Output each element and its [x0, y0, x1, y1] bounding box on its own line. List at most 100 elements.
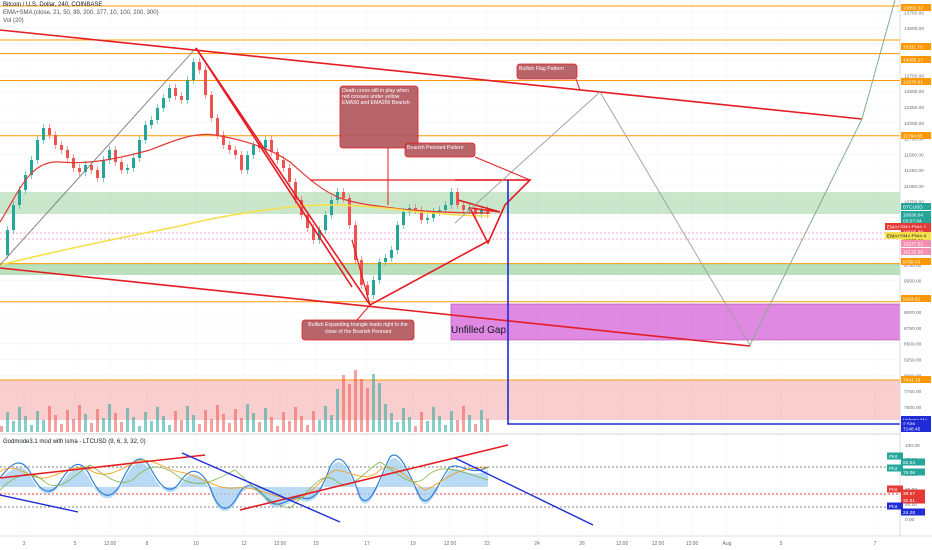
time-tick-label: 12:00: [104, 541, 117, 547]
candle-body: [450, 192, 453, 205]
volume-bar: [18, 407, 21, 432]
candle-body: [138, 140, 141, 158]
candle-body: [480, 210, 483, 214]
orange-levels: [0, 5, 900, 303]
candle-body: [228, 145, 231, 150]
volume-bar: [126, 408, 129, 432]
osc-tick-label: 100.00: [905, 443, 920, 449]
candle-body: [462, 205, 465, 210]
candle-body: [468, 208, 471, 210]
volume-bar: [36, 411, 39, 432]
price-tick-label: 8750.00: [904, 326, 922, 332]
price-label-text: BTCUSD: [903, 205, 923, 211]
volume-bar: [378, 383, 381, 432]
symbol-title: Bitcoin / U.S. Dollar, 240, COINBASE: [3, 2, 103, 8]
price-tick-label: 9750.00: [904, 263, 922, 269]
annotation-bullish-flag: Bullish Flag Pattern: [516, 63, 581, 91]
time-tick-label: 26: [579, 541, 585, 547]
volume-bar: [390, 413, 393, 432]
price-tick-label: 12000.00: [904, 121, 924, 127]
volume-bar: [468, 415, 471, 432]
volume-bar: [258, 422, 261, 432]
volume-bar: [438, 416, 441, 432]
support-zone-bottom: [0, 264, 900, 275]
price-label-text: 9768.43: [903, 260, 921, 266]
price-tick-label: 13500.00: [904, 26, 924, 32]
volume-bar: [366, 388, 369, 432]
osc-label-text: Plot: [889, 466, 898, 472]
osc-label-text: 24.28: [903, 510, 915, 516]
price-label-badge: [901, 416, 931, 423]
candle-body: [354, 225, 357, 260]
candle-body: [168, 88, 171, 98]
price-label-badge: [901, 132, 931, 139]
volume-bar: [426, 421, 429, 432]
price-tick-label: 11750.00: [904, 137, 924, 143]
price-label-text: 13311.73: [903, 45, 923, 51]
volume-bar: [6, 412, 9, 432]
expanding-triangle-text: Bullish Expanding triangle leads right t…: [308, 322, 408, 335]
blue-projection: [507, 180, 900, 425]
volume-bar: [354, 370, 357, 432]
time-tick-label: 24: [534, 541, 540, 547]
annotation-death-cross: Death cross still in play when red cross…: [339, 85, 419, 205]
candle-body: [210, 95, 213, 118]
price-tick-label: 7500.00: [904, 405, 922, 411]
candle-body: [276, 152, 279, 160]
candle-body: [6, 230, 9, 255]
volume-bar: [114, 413, 117, 432]
osc-label-text: 92.54: [903, 460, 915, 466]
price-label-text: 12670.61: [903, 80, 923, 86]
price-tick-label: 7750.00: [904, 389, 922, 395]
osc-label-text: 75.06: [903, 470, 915, 476]
volume-bar: [54, 415, 57, 432]
candle-body: [48, 128, 51, 135]
volume-bar: [312, 411, 315, 432]
price-label-text: 10277.52: [903, 242, 923, 248]
price-label-badge: [901, 78, 931, 85]
price-axis-bg: [900, 0, 932, 550]
volume-bar: [210, 419, 213, 432]
price-label-badge: [901, 295, 931, 302]
candle-body: [156, 108, 159, 120]
candle-body: [150, 120, 153, 125]
volume-bar: [246, 404, 249, 432]
volume-bar: [102, 418, 105, 432]
candle-body: [186, 80, 189, 100]
volume-bar: [264, 408, 267, 432]
volume-bar: [450, 411, 453, 432]
volume-bar: [456, 420, 459, 432]
osc-area: [0, 458, 488, 512]
candle-body: [198, 62, 201, 70]
price-label-badge: [901, 43, 931, 50]
volume-bar: [324, 406, 327, 432]
volume-bar: [192, 415, 195, 432]
price-label-text: 7148.45: [903, 427, 921, 433]
osc-label-badge: [887, 485, 903, 493]
candle-body: [60, 145, 63, 150]
price-label-badge: [885, 232, 931, 239]
osc-label-text: Plot: [889, 504, 898, 510]
price-tick-label: 11250.00: [904, 168, 924, 174]
candle-body: [426, 218, 429, 220]
candle-body: [456, 192, 459, 205]
time-axis-bg: [0, 536, 932, 550]
price-label-text: 7841.19: [903, 378, 921, 384]
candle-body: [486, 210, 489, 214]
volume-bar: [78, 405, 81, 432]
annotation-expanding-triangle: Bullish Expanding triangle leads right t…: [301, 304, 415, 341]
candle-body: [108, 150, 111, 160]
candle-body: [78, 168, 81, 172]
volume-bar: [72, 419, 75, 432]
time-tick-label: 12:00: [652, 541, 665, 547]
volume-bars: [0, 370, 489, 432]
osc-trend-blue-1: [0, 494, 79, 513]
price-label-text: 9164.61: [903, 297, 921, 303]
oscillator-title: Godmode3.1 mod with lsma - LTCUSD (9, 6,…: [3, 439, 146, 445]
volume-bar: [204, 410, 207, 432]
volume-bar: [90, 423, 93, 432]
osc-label-text: Plot: [889, 487, 898, 493]
triangle-right-red: [195, 47, 353, 288]
candle-body: [348, 198, 351, 225]
